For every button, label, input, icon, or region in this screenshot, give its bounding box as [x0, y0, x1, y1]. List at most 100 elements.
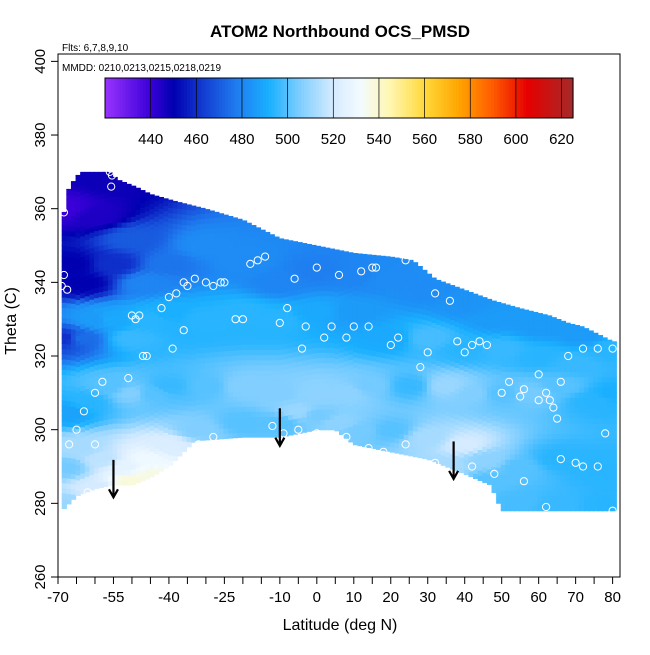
heatmap-cell	[389, 395, 396, 402]
heatmap-cell	[255, 359, 262, 366]
heatmap-cell	[200, 233, 206, 240]
heatmap-cell	[144, 293, 151, 299]
heatmap-cell	[80, 333, 86, 340]
heatmap-cell	[320, 352, 326, 359]
heatmap-cell	[214, 310, 220, 316]
heatmap-cell	[560, 330, 567, 336]
heatmap-cell	[70, 215, 77, 222]
heatmap-cell	[149, 239, 155, 246]
heatmap-cell	[209, 284, 215, 291]
heatmap-cell	[66, 251, 72, 257]
heatmap-cell	[223, 304, 229, 311]
heatmap-cell	[94, 405, 100, 412]
heatmap-cell	[186, 322, 192, 329]
heatmap-cell	[214, 341, 220, 347]
heatmap-cell	[98, 198, 104, 205]
heatmap-cell	[408, 259, 414, 266]
heatmap-cell	[505, 464, 511, 471]
heatmap-cell	[468, 471, 474, 478]
heatmap-cell	[394, 344, 400, 351]
heatmap-cell	[445, 430, 451, 437]
heatmap-cell	[565, 381, 571, 388]
heatmap-cell	[195, 404, 201, 411]
heatmap-cell	[394, 339, 400, 346]
heatmap-cell	[431, 317, 437, 323]
heatmap-cell	[204, 228, 211, 235]
heatmap-cell	[181, 203, 188, 210]
heatmap-cell	[500, 397, 506, 404]
heatmap-cell	[510, 376, 516, 383]
heatmap-cell	[80, 194, 86, 201]
heatmap-cell	[459, 353, 465, 360]
heatmap-cell	[348, 354, 354, 360]
heatmap-cell	[274, 339, 280, 345]
heatmap-cell	[302, 354, 308, 361]
heatmap-cell	[80, 251, 86, 257]
heatmap-cell	[380, 439, 386, 446]
heatmap-cell	[94, 307, 100, 314]
heatmap-cell	[269, 261, 275, 268]
heatmap-cell	[246, 359, 252, 366]
heatmap-cell	[329, 274, 335, 281]
heatmap-cell	[66, 364, 72, 371]
heatmap-cell	[191, 400, 197, 407]
heatmap-cell	[269, 390, 275, 397]
heatmap-cell	[126, 340, 132, 347]
heatmap-cell	[449, 329, 456, 336]
heatmap-cell	[459, 431, 465, 438]
heatmap-cell	[126, 448, 132, 455]
heatmap-cell	[66, 457, 72, 464]
heatmap-cell	[269, 375, 275, 381]
heatmap-cell	[556, 469, 562, 476]
heatmap-cell	[89, 171, 95, 176]
heatmap-cell	[426, 387, 433, 394]
heatmap-cell	[66, 462, 72, 469]
heatmap-cell	[422, 396, 428, 403]
heatmap-cell	[440, 387, 446, 394]
heatmap-cell	[140, 408, 146, 415]
heatmap-cell	[542, 330, 548, 336]
heatmap-cell	[232, 401, 238, 408]
heatmap-cell	[454, 419, 460, 425]
heatmap-cell	[542, 319, 548, 326]
heatmap-cell	[126, 407, 132, 414]
heatmap-cell	[339, 372, 345, 379]
heatmap-cell	[181, 265, 188, 272]
heatmap-cell	[574, 459, 580, 465]
heatmap-cell	[403, 351, 409, 358]
heatmap-cell	[583, 340, 590, 347]
heatmap-cell	[274, 292, 280, 299]
heatmap-cell	[260, 344, 266, 350]
heatmap-cell	[528, 474, 534, 481]
heatmap-cell	[334, 255, 340, 262]
heatmap-cell	[103, 367, 109, 374]
heatmap-cell	[283, 312, 289, 318]
heatmap-cell	[570, 484, 576, 491]
heatmap-cell	[117, 335, 123, 342]
heatmap-cell	[445, 283, 451, 288]
heatmap-cell	[482, 379, 488, 385]
heatmap-cell	[449, 288, 456, 295]
heatmap-cell	[195, 270, 201, 277]
heatmap-cell	[454, 316, 460, 322]
heatmap-cell	[177, 234, 183, 240]
heatmap-cell	[477, 475, 483, 481]
heatmap-cell	[399, 381, 405, 388]
heatmap-cell	[334, 389, 340, 396]
heatmap-cell	[255, 364, 262, 371]
heatmap-cell	[103, 208, 109, 214]
heatmap-cell	[565, 335, 571, 342]
heatmap-cell	[70, 194, 77, 201]
heatmap-cell	[98, 425, 104, 432]
heatmap-cell	[574, 438, 580, 445]
heatmap-cell	[574, 464, 580, 471]
heatmap-cell	[394, 411, 400, 418]
heatmap-cell	[149, 358, 155, 364]
heatmap-cell	[320, 372, 326, 379]
heatmap-cell	[107, 289, 114, 296]
heatmap-cell	[366, 303, 372, 309]
heatmap-cell	[112, 176, 118, 182]
heatmap-cell	[445, 420, 451, 427]
heatmap-cell	[380, 352, 386, 358]
heatmap-cell	[66, 467, 72, 474]
